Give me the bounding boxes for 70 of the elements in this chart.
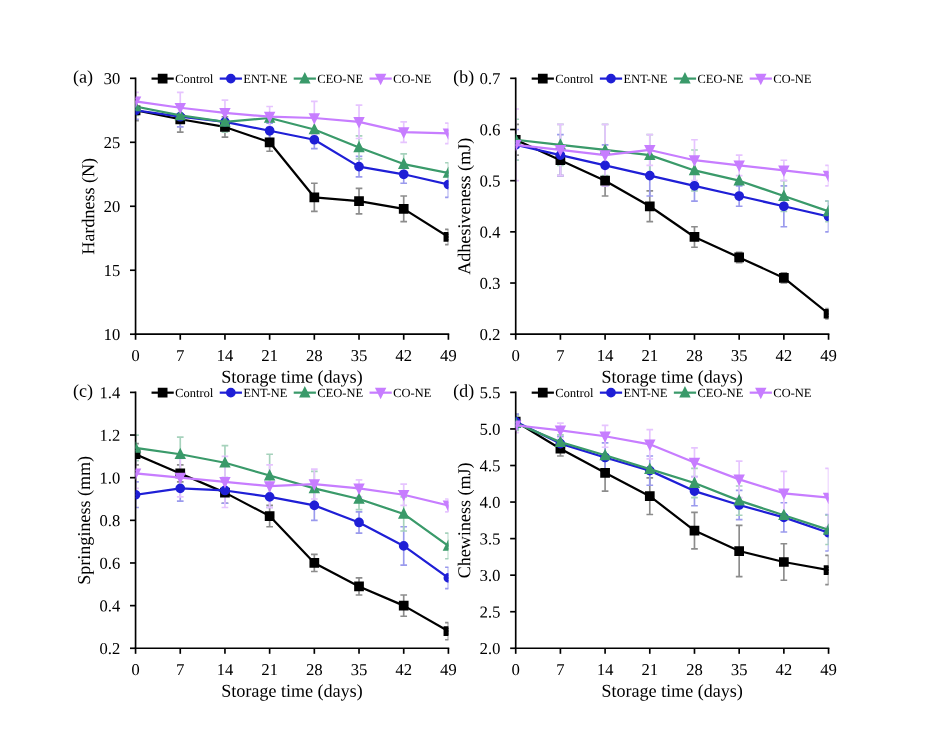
y-tick-label: 2.5 xyxy=(480,606,500,618)
y-tick-label: 1.2 xyxy=(100,429,120,442)
y-axis-title: Adhesiveness (mJ) xyxy=(457,138,475,275)
y-tick-label: 3.5 xyxy=(480,533,500,545)
y-tick-label: 0.7 xyxy=(480,73,500,85)
y-tick-label: 1.4 xyxy=(100,387,121,399)
y-tick-label: 4.0 xyxy=(479,496,500,509)
x-tick-label: 35 xyxy=(731,350,747,362)
text: (b) xyxy=(453,70,474,87)
x-axis-title: Storage time (days) xyxy=(222,684,362,701)
x-tick-label: 35 xyxy=(351,664,367,676)
y-tick-label: 20 xyxy=(104,200,120,213)
x-tick-label: 0 xyxy=(132,349,140,362)
x-tick-label: 21 xyxy=(262,664,277,676)
x-tick-label: 49 xyxy=(440,664,457,676)
x-tick-label: 49 xyxy=(440,350,457,362)
text: (d) xyxy=(453,384,474,401)
y-tick-label: 5.0 xyxy=(480,423,500,435)
y-tick-label: 15 xyxy=(105,265,120,277)
y-tick-label: 4.5 xyxy=(479,460,500,472)
x-tick-label: 42 xyxy=(395,664,412,676)
x-tick-label: 14 xyxy=(598,350,614,362)
y-tick-label: 1.0 xyxy=(100,472,120,484)
x-tick-label: 28 xyxy=(306,349,323,362)
x-tick-label: 14 xyxy=(598,664,614,676)
x-tick-label: 21 xyxy=(262,350,277,362)
y-tick-label: 0.4 xyxy=(480,226,501,238)
x-tick-label: 14 xyxy=(218,664,234,676)
x-tick-label: 42 xyxy=(775,664,792,676)
x-axis-title: Storage time (days) xyxy=(222,370,362,387)
x-tick-label: 42 xyxy=(775,350,792,362)
x-tick-label: 21 xyxy=(642,350,658,362)
x-axis-title: Storage time (days) xyxy=(602,370,743,387)
x-tick-label: 49 xyxy=(820,664,837,676)
y-tick-label: 25 xyxy=(104,137,120,149)
x-tick-label: 35 xyxy=(731,664,747,676)
x-tick-label: 49 xyxy=(820,350,837,362)
x-tick-label: 28 xyxy=(686,664,703,676)
y-tick-label: 0.6 xyxy=(480,124,500,136)
x-tick-label: 7 xyxy=(557,350,565,362)
x-tick-label: 0 xyxy=(512,664,520,676)
x-tick-label: 28 xyxy=(306,664,323,676)
y-tick-label: 30 xyxy=(104,73,120,85)
x-tick-label: 7 xyxy=(177,350,184,362)
x-tick-label: 28 xyxy=(686,349,703,362)
y-tick-label: 0.6 xyxy=(100,557,120,569)
y-axis-title: Hardness (N) xyxy=(81,158,99,255)
text: (c) xyxy=(73,384,93,401)
x-axis-title: Storage time (days) xyxy=(602,684,743,701)
x-tick-label: 0 xyxy=(512,349,520,362)
y-tick-label: 0.5 xyxy=(480,175,500,187)
x-tick-label: 14 xyxy=(218,350,234,362)
y-tick-label: 2.0 xyxy=(480,642,500,655)
y-tick-label: 0.2 xyxy=(100,642,120,655)
x-tick-label: 21 xyxy=(642,664,658,676)
y-axis-title: Chewiness (mJ) xyxy=(457,463,475,578)
y-tick-label: 10 xyxy=(105,328,120,341)
x-tick-label: 7 xyxy=(557,664,565,676)
y-tick-label: 0.4 xyxy=(100,600,121,612)
y-axis-title: Springiness (mm) xyxy=(77,456,94,584)
x-tick-label: 35 xyxy=(351,350,367,362)
y-tick-label: 0.2 xyxy=(480,328,500,341)
y-tick-label: 5.5 xyxy=(480,387,500,399)
x-tick-label: 7 xyxy=(177,664,184,676)
y-tick-label: 0.8 xyxy=(100,515,120,527)
text: (a) xyxy=(73,70,93,87)
x-tick-label: 42 xyxy=(395,350,412,362)
x-tick-label: 0 xyxy=(132,664,140,676)
y-tick-label: 3.0 xyxy=(480,569,500,582)
y-tick-label: 0.3 xyxy=(480,277,500,290)
